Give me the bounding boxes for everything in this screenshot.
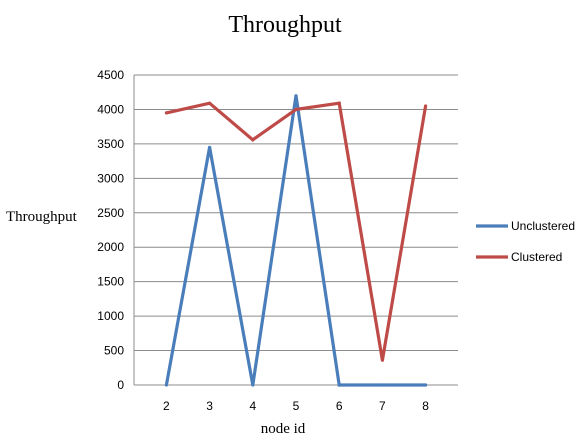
data-point-clustered — [337, 101, 341, 105]
legend-label-unclustered: Unclustered — [511, 219, 575, 233]
y-tick-label: 500 — [104, 344, 124, 358]
data-point-unclustered — [164, 383, 168, 387]
y-tick-label: 2000 — [97, 240, 124, 254]
data-point-unclustered — [208, 145, 212, 149]
data-point-clustered — [294, 107, 298, 112]
data-point-clustered — [164, 111, 168, 115]
x-tick-label: 4 — [249, 399, 256, 413]
data-point-clustered — [208, 101, 212, 105]
y-tick-label: 0 — [117, 378, 124, 392]
x-tick-label: 5 — [293, 399, 300, 413]
x-tick-label: 8 — [422, 399, 429, 413]
data-point-clustered — [251, 138, 255, 142]
series-line-clustered — [166, 101, 428, 361]
data-point-unclustered — [337, 383, 341, 387]
y-tick-label: 3500 — [97, 137, 124, 151]
data-point-clustered — [380, 358, 384, 362]
legend: Unclustered Clustered — [476, 219, 575, 264]
x-tick-label: 6 — [336, 399, 343, 413]
x-axis-ticks: 2 3 4 5 6 7 8 — [163, 399, 429, 413]
data-point-unclustered — [424, 383, 428, 387]
legend-label-clustered: Clustered — [511, 250, 562, 264]
x-tick-label: 3 — [206, 399, 213, 413]
x-tick-label: 7 — [379, 399, 386, 413]
y-tick-label: 4000 — [97, 102, 124, 116]
chart-title: Throughput — [228, 12, 342, 38]
y-axis-ticks: 0 500 1000 1500 2000 2500 3000 3500 4000 4500 — [97, 68, 124, 392]
data-point-unclustered — [294, 94, 298, 98]
plot-series — [164, 94, 428, 387]
y-tick-label: 1500 — [97, 275, 124, 289]
x-axis-title: node id — [261, 421, 306, 437]
y-tick-label: 2500 — [97, 206, 124, 220]
grid — [133, 74, 458, 386]
y-axis-title: Throughput — [6, 209, 78, 225]
y-tick-label: 1000 — [97, 309, 124, 323]
data-point-unclustered — [380, 383, 384, 387]
data-point-clustered — [424, 104, 428, 108]
x-tick-label: 2 — [163, 399, 170, 413]
y-tick-label: 4500 — [97, 68, 124, 82]
y-tick-label: 3000 — [97, 171, 124, 185]
data-point-unclustered — [251, 383, 255, 387]
